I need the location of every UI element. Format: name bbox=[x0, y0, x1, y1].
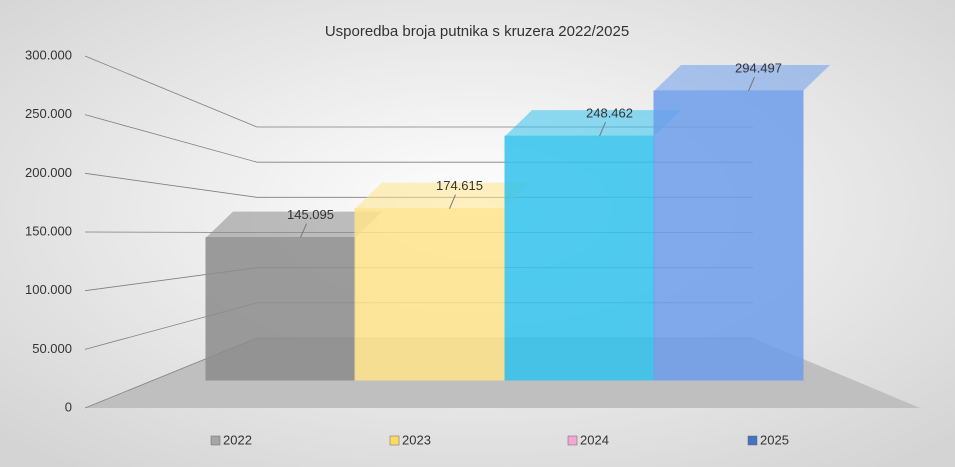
bar-top bbox=[654, 65, 830, 92]
value-label: 174.615 bbox=[436, 178, 483, 193]
legend-swatch bbox=[567, 435, 578, 446]
leader-line bbox=[748, 76, 755, 92]
legend-swatch bbox=[389, 435, 400, 446]
leader-line bbox=[599, 121, 606, 137]
leader-line bbox=[449, 194, 456, 209]
value-label: 294.497 bbox=[735, 60, 782, 75]
legend-swatch bbox=[747, 435, 758, 446]
chart-title: Usporedba broja putnika s kruzera 2022/2… bbox=[325, 23, 629, 40]
legend-label: 2022 bbox=[223, 432, 252, 447]
y-tick-label: 250.000 bbox=[25, 106, 72, 121]
legend-swatch bbox=[210, 435, 221, 446]
legend-label: 2024 bbox=[580, 432, 609, 447]
bar bbox=[205, 237, 356, 381]
y-tick-label: 150.000 bbox=[25, 223, 72, 238]
legend-label: 2025 bbox=[760, 432, 789, 447]
bar bbox=[354, 208, 505, 381]
bar bbox=[653, 90, 804, 381]
y-tick-label: 0 bbox=[65, 399, 72, 414]
y-tick-label: 100.000 bbox=[25, 282, 72, 297]
value-label: 248.462 bbox=[586, 106, 633, 121]
bar-top bbox=[355, 182, 531, 209]
value-label: 145.095 bbox=[287, 207, 334, 222]
bar-top bbox=[206, 211, 382, 238]
y-tick-label: 50.000 bbox=[32, 341, 72, 356]
leader-line bbox=[300, 223, 307, 238]
y-tick-label: 200.000 bbox=[25, 165, 72, 180]
bar-top bbox=[505, 110, 681, 137]
legend-label: 2023 bbox=[402, 432, 431, 447]
y-tick-label: 300.000 bbox=[25, 47, 72, 62]
bar bbox=[504, 135, 655, 381]
